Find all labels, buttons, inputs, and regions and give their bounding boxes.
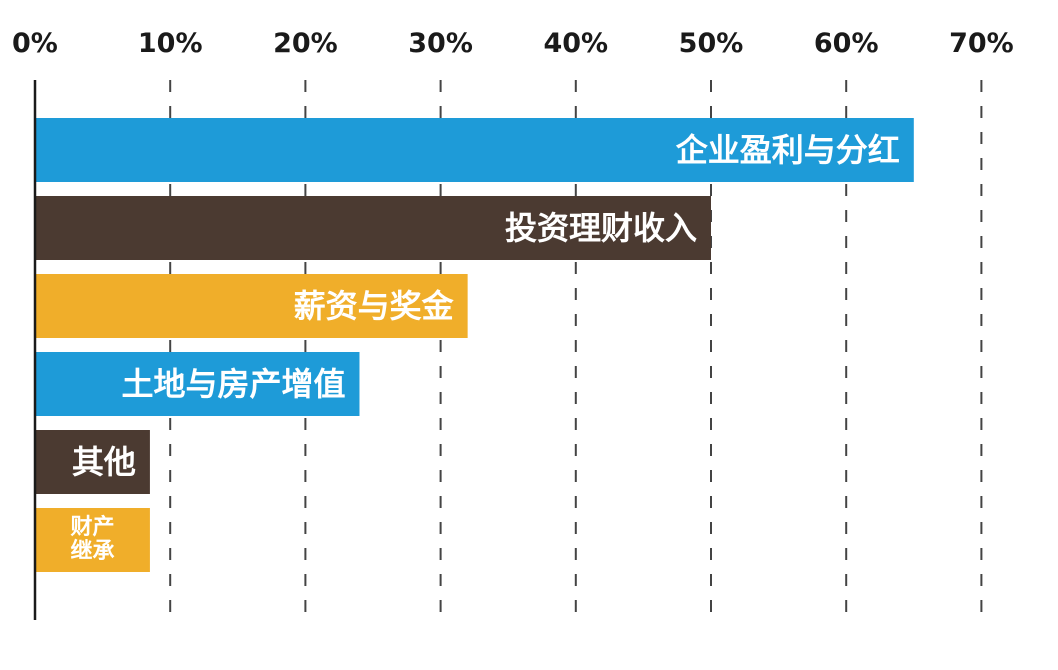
x-tick-label-20: 20%: [273, 28, 338, 59]
bar-label-2: 薪资与奖金: [294, 287, 455, 325]
x-tick-label-40: 40%: [543, 28, 608, 59]
bar-label-3: 土地与房产增值: [121, 365, 345, 403]
bar-label-line-5-1: 继承: [70, 538, 114, 564]
bar-label-line-5-0: 财产: [70, 515, 114, 540]
x-tick-label-70: 70%: [949, 28, 1014, 59]
x-axis-ticks: 0% 10% 20% 30% 40% 50% 60% 70%: [12, 28, 1014, 59]
bar-label-0: 企业盈利与分红: [676, 131, 900, 169]
bar-1: [35, 196, 711, 260]
bar-5: [35, 508, 150, 572]
bar-label-4: 其他: [72, 443, 136, 481]
bar-label-5: 财产继承: [70, 515, 114, 564]
bar-label-1: 投资理财收入: [505, 209, 697, 247]
x-tick-label-50: 50%: [679, 28, 744, 59]
x-tick-label-30: 30%: [408, 28, 473, 59]
bar-0: [35, 118, 914, 182]
bar-3: [35, 352, 360, 416]
bar-4: [35, 430, 150, 494]
bar-2: [35, 274, 468, 338]
x-tick-label-10: 10%: [138, 28, 203, 59]
x-tick-label-0: 0%: [12, 28, 58, 59]
x-tick-label-60: 60%: [814, 28, 879, 59]
